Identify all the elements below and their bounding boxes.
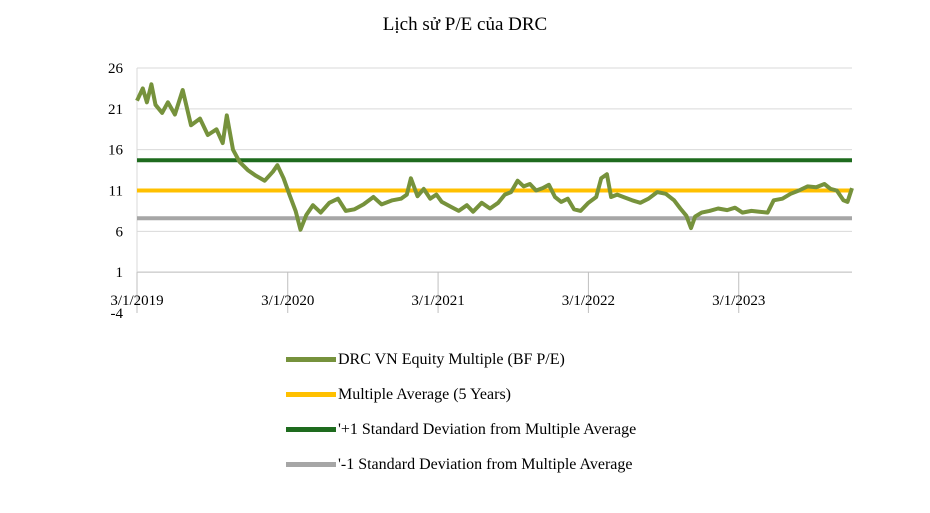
y-tick-label: 1 bbox=[116, 265, 124, 281]
legend-label-pe: DRC VN Equity Multiple (BF P/E) bbox=[338, 350, 565, 368]
series-layer bbox=[135, 82, 854, 232]
legend-swatch-minus-sd bbox=[286, 462, 336, 467]
legend-item-average: Multiple Average (5 Years) bbox=[286, 377, 636, 412]
legend-swatch-pe bbox=[286, 357, 336, 362]
legend-label-plus-sd: '+1 Standard Deviation from Multiple Ave… bbox=[338, 420, 637, 438]
y-tick-label: -4 bbox=[111, 306, 124, 322]
x-axis-ticks: 3/1/2019 3/1/2020 3/1/2021 3/1/2022 3/1/2023 bbox=[110, 293, 765, 309]
y-tick-label: 26 bbox=[108, 61, 124, 77]
x-tick-label: 3/1/2022 bbox=[562, 293, 615, 309]
legend-item-minus-sd: '-1 Standard Deviation from Multiple Ave… bbox=[286, 447, 636, 482]
x-tick-label: 3/1/2021 bbox=[411, 293, 464, 309]
legend-item-pe: DRC VN Equity Multiple (BF P/E) bbox=[286, 342, 636, 377]
legend-swatch-plus-sd bbox=[286, 427, 336, 432]
legend: DRC VN Equity Multiple (BF P/E) Multiple… bbox=[286, 342, 636, 482]
y-axis-ticks: 26 21 16 11 6 1 -4 bbox=[108, 61, 124, 322]
y-tick-label: 16 bbox=[108, 143, 124, 159]
x-tick-label: 3/1/2020 bbox=[261, 293, 314, 309]
legend-item-plus-sd: '+1 Standard Deviation from Multiple Ave… bbox=[286, 412, 636, 447]
legend-swatch-average bbox=[286, 392, 336, 397]
y-tick-label: 21 bbox=[108, 102, 123, 118]
x-tick-label: 3/1/2023 bbox=[712, 293, 765, 309]
x-tick-label: 3/1/2019 bbox=[110, 293, 163, 309]
pe-series-line bbox=[135, 82, 854, 232]
legend-label-minus-sd: '-1 Standard Deviation from Multiple Ave… bbox=[338, 455, 633, 473]
chart-title: Lịch sử P/E của DRC bbox=[382, 14, 548, 35]
y-tick-label: 6 bbox=[116, 224, 124, 240]
y-tick-label: 11 bbox=[109, 184, 123, 200]
legend-label-average: Multiple Average (5 Years) bbox=[338, 385, 511, 403]
